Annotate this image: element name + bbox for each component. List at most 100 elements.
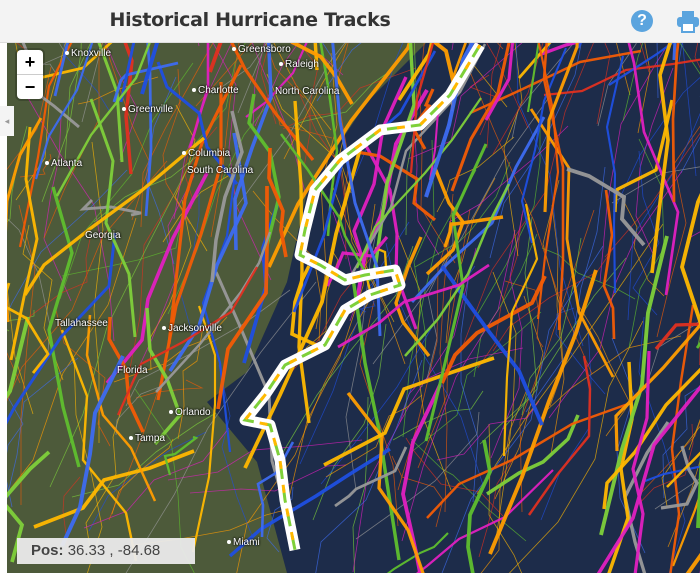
hurricane-track xyxy=(355,411,480,540)
hurricane-track xyxy=(9,126,39,361)
hurricane-track xyxy=(81,42,104,123)
hurricane-track xyxy=(7,310,35,332)
hurricane-track xyxy=(616,77,700,205)
hurricane-track xyxy=(60,355,125,547)
zoom-in-button[interactable]: + xyxy=(24,52,36,72)
header: Historical Hurricane Tracks ? xyxy=(0,0,700,43)
hurricane-track xyxy=(267,147,288,258)
hurricane-track xyxy=(312,323,387,521)
hurricane-track xyxy=(7,316,30,400)
hurricane-track xyxy=(315,359,423,573)
hurricane-track xyxy=(604,132,700,258)
hurricane-track xyxy=(285,203,376,512)
hurricane-track xyxy=(7,217,137,495)
hurricane-track xyxy=(656,42,659,99)
hurricane-track xyxy=(508,320,644,573)
hurricane-track xyxy=(392,390,484,441)
hurricane-track xyxy=(397,42,434,102)
hurricane-track xyxy=(688,418,700,451)
hurricane-track xyxy=(445,177,496,344)
print-icon[interactable] xyxy=(676,9,700,33)
hurricane-track xyxy=(526,42,540,113)
hurricane-track xyxy=(295,73,387,125)
hurricane-track xyxy=(61,213,183,277)
hurricane-track xyxy=(140,42,160,95)
hurricane-track xyxy=(358,270,385,313)
hurricane-tracks-layer xyxy=(7,42,700,573)
hurricane-track xyxy=(492,246,615,352)
hurricane-track xyxy=(614,322,700,452)
hurricane-track xyxy=(188,42,210,149)
hurricane-track xyxy=(525,166,606,413)
hurricane-track xyxy=(168,132,248,372)
hurricane-track xyxy=(511,42,576,140)
hurricane-track xyxy=(191,305,217,553)
hurricane-track xyxy=(60,329,138,562)
question-circle-icon[interactable]: ? xyxy=(631,10,653,32)
hurricane-track xyxy=(352,76,408,265)
hurricane-track xyxy=(305,248,339,349)
hurricane-track xyxy=(272,42,332,131)
hurricane-track xyxy=(218,364,257,547)
hurricane-track xyxy=(492,271,517,540)
hurricane-track xyxy=(23,136,206,296)
hurricane-track xyxy=(548,170,683,419)
hurricane-track xyxy=(352,247,477,573)
hurricane-track xyxy=(632,150,660,316)
hurricane-track xyxy=(627,112,700,321)
hurricane-track xyxy=(680,136,700,174)
hurricane-track xyxy=(486,414,580,496)
city-label: Miami xyxy=(227,537,260,548)
hurricane-track xyxy=(480,386,529,573)
hurricane-track xyxy=(396,231,452,491)
hurricane-track xyxy=(47,186,81,468)
hurricane-track xyxy=(210,42,240,238)
hurricane-track xyxy=(7,450,51,563)
hurricane-track xyxy=(485,42,529,129)
hurricane-track xyxy=(631,350,651,573)
city-label: Knoxville xyxy=(65,48,111,59)
hurricane-track xyxy=(694,42,700,69)
hurricane-track xyxy=(654,322,700,351)
hurricane-track xyxy=(7,169,128,316)
hurricane-track xyxy=(18,204,36,505)
hurricane-track xyxy=(346,391,425,573)
hurricane-track xyxy=(316,42,363,102)
hurricane-track xyxy=(492,42,544,155)
hurricane-track xyxy=(602,189,616,340)
city-label: Greensboro xyxy=(232,44,291,55)
hurricane-track xyxy=(667,459,700,548)
hurricane-track xyxy=(576,302,631,437)
hurricane-track xyxy=(661,425,700,507)
hurricane-track xyxy=(405,42,418,236)
hurricane-track xyxy=(413,139,435,388)
hurricane-track xyxy=(394,236,431,358)
city-label: Tampa xyxy=(129,433,165,444)
map[interactable]: + − Knoxville Greensboro Raleigh Charlotte N… xyxy=(7,42,700,573)
hurricane-track xyxy=(541,247,636,300)
hurricane-track xyxy=(155,231,272,393)
sidebar-collapse-toggle[interactable]: ◂ xyxy=(0,106,14,136)
hurricane-track xyxy=(519,209,595,513)
hurricane-track xyxy=(210,110,244,283)
zoom-out-button[interactable]: − xyxy=(17,74,43,99)
hurricane-track xyxy=(127,114,199,380)
hurricane-track xyxy=(611,166,700,204)
position-readout: Pos: 36.33 , -84.68 xyxy=(17,538,195,564)
hurricane-track xyxy=(7,66,52,170)
hurricane-track xyxy=(116,266,258,416)
hurricane-track xyxy=(245,42,309,118)
hurricane-track xyxy=(486,42,502,149)
hurricane-track xyxy=(156,82,223,401)
hurricane-track xyxy=(337,263,490,349)
hurricane-track xyxy=(596,384,700,573)
hurricane-track xyxy=(426,402,629,519)
hurricane-track xyxy=(373,42,416,270)
hurricane-track xyxy=(671,42,680,203)
hurricane-track xyxy=(637,42,651,134)
hurricane-track xyxy=(401,229,516,542)
hurricane-track xyxy=(410,116,546,304)
hurricane-track xyxy=(650,42,673,274)
hurricane-track xyxy=(386,532,449,573)
hurricane-track xyxy=(363,143,418,330)
